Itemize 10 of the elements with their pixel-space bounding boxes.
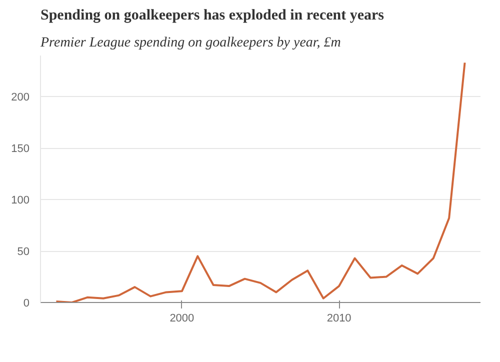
line-series	[55, 62, 466, 302]
y-tick-label: 200	[11, 92, 30, 104]
x-tick-label: 2010	[326, 312, 352, 324]
x-tick-label: 2000	[170, 312, 194, 324]
y-tick-label: 100	[11, 194, 30, 207]
y-tick-label: 0	[23, 298, 30, 310]
y-tick-label: 50	[17, 246, 30, 258]
chart-title: Spending on goalkeepers has exploded in recent years	[40, 8, 384, 24]
chart-subtitle: Premier League spending on goalkeepers by year, £m	[40, 36, 341, 50]
y-tick-label: 150	[11, 143, 30, 156]
